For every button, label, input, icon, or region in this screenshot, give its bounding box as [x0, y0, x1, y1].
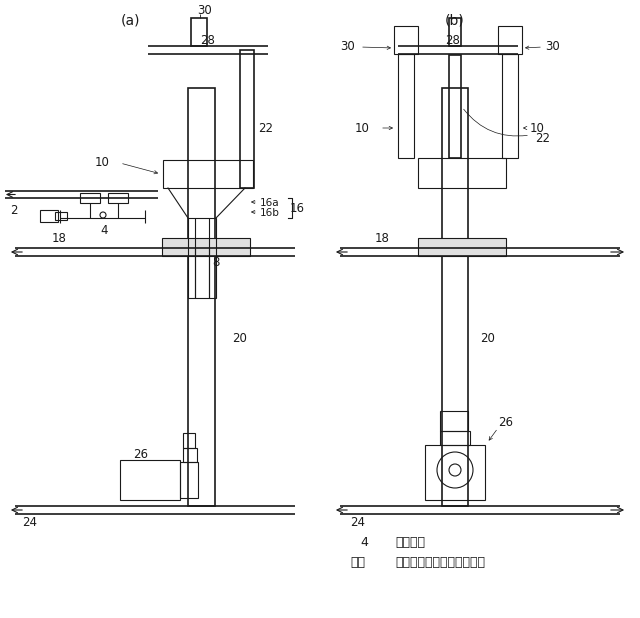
Bar	[188, 88, 215, 506]
Bar	[418, 238, 506, 256]
Bar	[440, 431, 470, 445]
Text: 16a: 16a	[260, 198, 280, 208]
Bar	[191, 18, 207, 46]
Text: 20: 20	[480, 331, 495, 344]
Text: 8: 8	[212, 256, 220, 269]
Text: 30: 30	[545, 40, 560, 53]
Bar	[425, 445, 485, 500]
Bar	[449, 18, 461, 46]
Bar	[108, 193, 128, 203]
Bar	[398, 54, 414, 158]
Bar	[162, 238, 250, 256]
Bar	[183, 433, 195, 448]
Text: 24: 24	[350, 517, 365, 530]
Bar	[442, 88, 468, 506]
Text: 18: 18	[375, 232, 390, 245]
Text: 16b: 16b	[260, 208, 280, 218]
Text: 4: 4	[360, 536, 368, 549]
Text: 10: 10	[530, 122, 545, 135]
Bar	[440, 411, 468, 431]
Text: 18: 18	[52, 232, 67, 245]
Text: 10: 10	[355, 122, 370, 135]
Text: 4: 4	[100, 224, 108, 237]
Bar	[449, 55, 461, 158]
Text: 20: 20	[232, 331, 247, 344]
Bar	[180, 462, 198, 498]
Text: 10: 10	[95, 156, 110, 169]
Text: (a): (a)	[120, 13, 140, 27]
Bar	[418, 158, 506, 188]
Text: (b): (b)	[445, 13, 465, 27]
Text: グリッパ: グリッパ	[395, 536, 425, 549]
Text: 22: 22	[258, 122, 273, 135]
Text: 昇降手段（サーボモータ）: 昇降手段（サーボモータ）	[395, 556, 485, 570]
Bar	[498, 26, 522, 54]
Bar	[55, 212, 67, 220]
Text: 28: 28	[445, 33, 460, 46]
Bar	[240, 50, 254, 188]
Bar	[502, 54, 518, 158]
Bar	[120, 460, 180, 500]
Bar	[188, 218, 216, 298]
Bar	[40, 210, 58, 222]
Text: 26: 26	[498, 417, 513, 430]
Bar	[163, 160, 253, 188]
Text: 24: 24	[22, 517, 37, 530]
Bar	[80, 193, 100, 203]
Text: 30: 30	[340, 40, 355, 53]
Text: 22: 22	[535, 132, 550, 145]
Text: 30: 30	[197, 4, 212, 17]
Text: 26: 26	[133, 449, 148, 462]
Text: 16: 16	[290, 201, 305, 214]
Text: ２６: ２６	[350, 556, 365, 570]
Bar	[394, 26, 418, 54]
Text: 28: 28	[200, 35, 215, 48]
Bar	[183, 448, 197, 462]
Text: 2: 2	[10, 203, 17, 216]
